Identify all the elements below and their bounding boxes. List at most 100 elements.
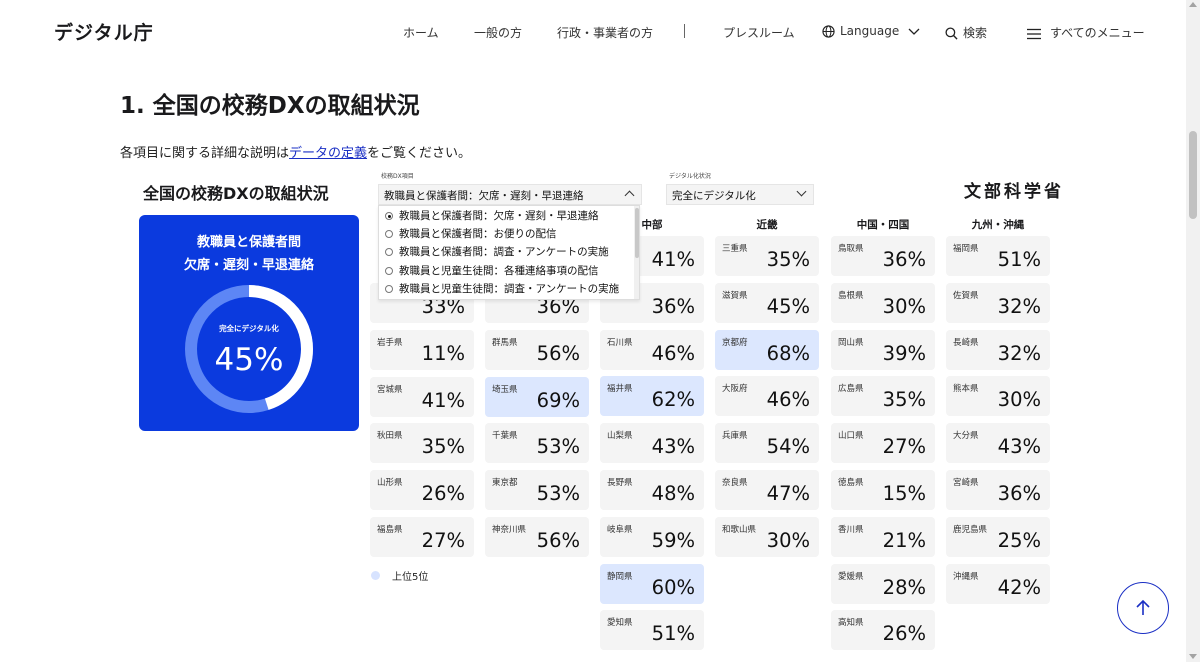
prefecture-tile[interactable]: 長野県 48%: [600, 470, 704, 510]
prefecture-name: 山口県: [838, 431, 864, 441]
prefecture-tile[interactable]: 大分県 43%: [946, 423, 1050, 463]
prefecture-name: 岡山県: [838, 338, 864, 348]
prefecture-tile[interactable]: 三重県 35%: [715, 236, 819, 276]
prefecture-tile[interactable]: 千葉県 53%: [485, 423, 589, 463]
nav-home[interactable]: ホーム: [403, 26, 439, 40]
prefecture-tile[interactable]: 宮城県 41%: [370, 377, 474, 417]
prefecture-name: 兵庫県: [722, 431, 748, 441]
prefecture-name: 島根県: [838, 291, 864, 301]
prefecture-tile[interactable]: 山形県 26%: [370, 470, 474, 510]
prefecture-name: 福井県: [607, 384, 633, 394]
prefecture-tile[interactable]: 山口県 27%: [831, 423, 935, 463]
nav-search[interactable]: 検索: [945, 24, 987, 41]
prefecture-tile[interactable]: 静岡県 60%: [600, 564, 704, 604]
filter-option[interactable]: 教職員と児童生徒間：各種連絡事項の配信: [385, 263, 599, 278]
prefecture-rate: 26%: [421, 482, 465, 505]
prefecture-tile[interactable]: 東京都 53%: [485, 470, 589, 510]
scroll-down-arrow-icon[interactable]: [1189, 654, 1197, 659]
filter-item-value: 教職員と保護者間：欠席・遅刻・早退連絡: [384, 190, 584, 202]
prefecture-tile[interactable]: 愛知県 51%: [600, 610, 704, 650]
prefecture-tile[interactable]: 愛媛県 28%: [831, 564, 935, 604]
site-logo[interactable]: デジタル庁: [54, 22, 154, 44]
filter-option[interactable]: 教職員と保護者間：お便りの配信: [385, 226, 557, 241]
prefecture-tile[interactable]: 高知県 26%: [831, 610, 935, 650]
prefecture-tile[interactable]: 沖縄県 42%: [946, 564, 1050, 604]
nav-language[interactable]: Language: [822, 24, 920, 38]
summary-title-line1: 教職員と保護者間: [196, 235, 301, 250]
prefecture-tile[interactable]: 岩手県 11%: [370, 330, 474, 370]
data-definition-link[interactable]: データの定義: [289, 146, 368, 161]
prefecture-tile[interactable]: 山梨県 43%: [600, 423, 704, 463]
prefecture-name: 愛媛県: [838, 572, 864, 582]
prefecture-rate: 32%: [997, 342, 1041, 365]
filter-option-label: 教職員と保護者間：お便りの配信: [399, 228, 557, 240]
prefecture-rate: 36%: [536, 295, 580, 318]
nav-all-menu[interactable]: すべてのメニュー: [1026, 24, 1145, 41]
prefecture-rate: 27%: [421, 529, 465, 552]
summary-card: 教職員と保護者間 欠席・遅刻・早退連絡 完全にデジタル化 45%: [139, 215, 359, 431]
prefecture-rate: 26%: [882, 622, 926, 645]
search-icon: [945, 27, 958, 40]
prefecture-rate: 11%: [421, 342, 465, 365]
prefecture-tile[interactable]: 大阪府 46%: [715, 376, 819, 416]
prefecture-tile[interactable]: 群馬県 56%: [485, 330, 589, 370]
page-scrollbar-thumb[interactable]: [1189, 131, 1197, 219]
prefecture-tile[interactable]: 神奈川県 56%: [485, 517, 589, 557]
prefecture-rate: 35%: [421, 435, 465, 458]
prefecture-tile[interactable]: 和歌山県 30%: [715, 517, 819, 557]
prefecture-tile[interactable]: 福岡県 51%: [946, 236, 1050, 276]
section-title: 1. 全国の校務DXの取組状況: [120, 93, 420, 119]
nav-press-room[interactable]: プレスルーム: [723, 26, 795, 40]
prefecture-tile[interactable]: 熊本県 30%: [946, 376, 1050, 416]
prefecture-name: 長野県: [607, 478, 633, 488]
mext-logo: 文部科学省: [964, 182, 1064, 202]
prefecture-tile[interactable]: 奈良県 47%: [715, 470, 819, 510]
nav-general[interactable]: 一般の方: [474, 26, 523, 40]
scroll-up-arrow-icon[interactable]: [1189, 2, 1197, 7]
nav-gov-business[interactable]: 行政・事業者の方: [557, 26, 654, 40]
prefecture-tile[interactable]: 福井県 62%: [600, 376, 704, 416]
page-scrollbar[interactable]: [1186, 0, 1200, 662]
donut-arc: [185, 285, 313, 413]
prefecture-name: 鹿児島県: [953, 525, 988, 535]
prefecture-tile[interactable]: 広島県 35%: [831, 376, 935, 416]
donut-label: 完全にデジタル化: [219, 324, 279, 333]
prefecture-tile[interactable]: 香川県 21%: [831, 517, 935, 557]
prefecture-tile[interactable]: 兵庫県 54%: [715, 423, 819, 463]
prefecture-tile[interactable]: 岡山県 39%: [831, 330, 935, 370]
prefecture-tile[interactable]: 京都府 68%: [715, 330, 819, 370]
prefecture-rate: 30%: [882, 295, 926, 318]
prefecture-name: 岩手県: [377, 338, 403, 348]
prefecture-tile[interactable]: 長崎県 32%: [946, 330, 1050, 370]
prefecture-tile[interactable]: 福島県 27%: [370, 517, 474, 557]
prefecture-tile[interactable]: 石川県 46%: [600, 330, 704, 370]
prefecture-tile[interactable]: 佐賀県 32%: [946, 283, 1050, 323]
nav-search-label: 検索: [963, 26, 988, 40]
back-to-top-button[interactable]: [1117, 582, 1169, 634]
prefecture-tile[interactable]: 秋田県 35%: [370, 423, 474, 463]
prefecture-tile[interactable]: 徳島県 15%: [831, 470, 935, 510]
prefecture-tile[interactable]: 埼玉県 69%: [485, 377, 589, 417]
filter-option[interactable]: 教職員と保護者間：欠席・遅刻・早退連絡: [385, 208, 599, 223]
prefecture-tile[interactable]: 鹿児島県 25%: [946, 517, 1050, 557]
filter-status-select[interactable]: 完全にデジタル化: [666, 184, 814, 205]
prefecture-name: 佐賀県: [953, 291, 979, 301]
filter-option[interactable]: 教職員と児童生徒間：調査・アンケートの実施: [385, 281, 619, 296]
options-scrollbar-thumb[interactable]: [635, 208, 639, 258]
prefecture-tile[interactable]: 島根県 30%: [831, 283, 935, 323]
prefecture-tile[interactable]: 岐阜県 59%: [600, 517, 704, 557]
prefecture-name: 神奈川県: [492, 525, 527, 535]
prefecture-rate: 41%: [421, 389, 465, 412]
radio-icon: [385, 267, 393, 275]
prefecture-tile[interactable]: 宮崎県 36%: [946, 470, 1050, 510]
prefecture-name: 京都府: [722, 338, 748, 348]
prefecture-name: 群馬県: [492, 338, 518, 348]
filter-option[interactable]: 教職員と保護者間：調査・アンケートの実施: [385, 244, 609, 259]
prefecture-name: 香川県: [838, 525, 864, 535]
chevron-down-icon: [796, 186, 807, 197]
prefecture-tile[interactable]: 滋賀県 45%: [715, 283, 819, 323]
prefecture-rate: 30%: [997, 388, 1041, 411]
filter-item-select[interactable]: 教職員と保護者間：欠席・遅刻・早退連絡: [378, 184, 642, 205]
donut-value: 45%: [214, 342, 284, 378]
prefecture-tile[interactable]: 鳥取県 36%: [831, 236, 935, 276]
